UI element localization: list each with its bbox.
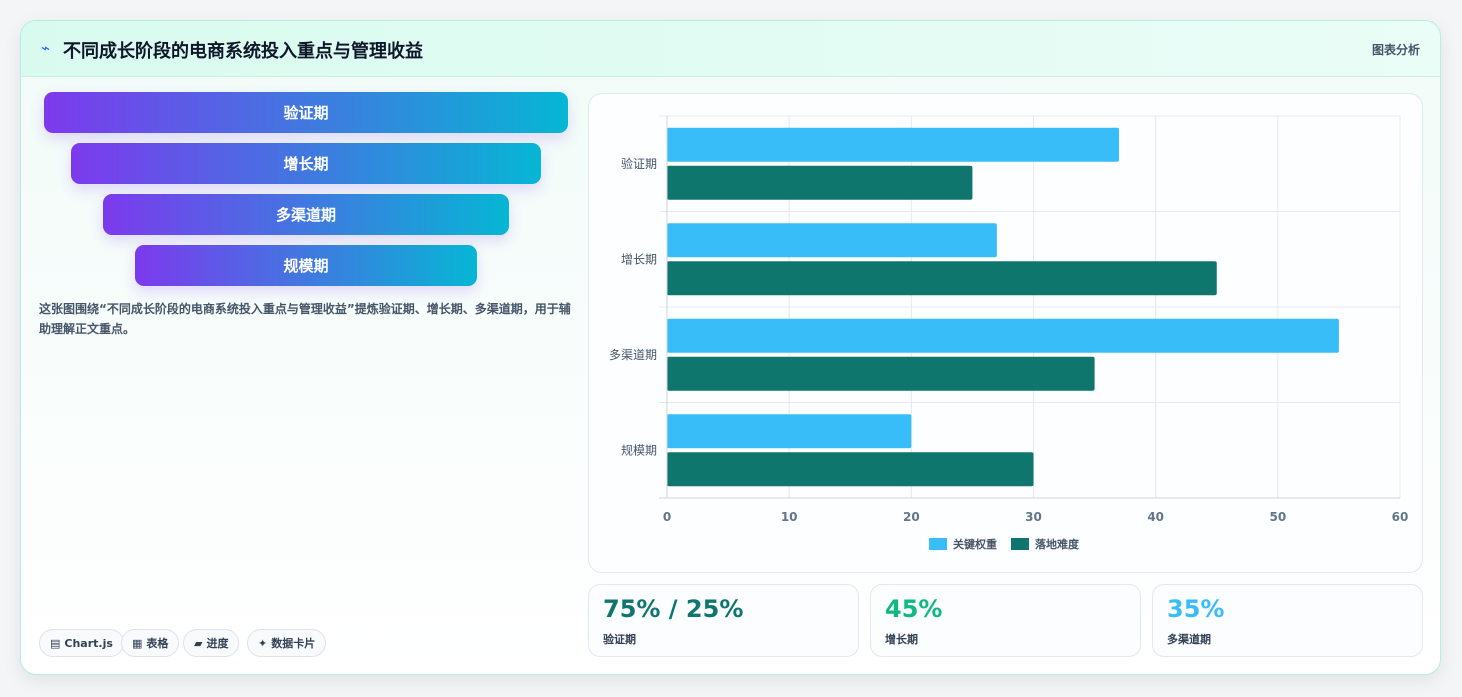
legend-label: 落地难度 [1035, 537, 1080, 551]
funnel-stage-4: 规模期 [135, 245, 477, 286]
card-header: ⌁ 不同成长阶段的电商系统投入重点与管理收益 图表分析 [21, 21, 1440, 77]
bar-difficulty [667, 452, 1034, 487]
bar-weight [667, 318, 1339, 353]
chart-panel: 0 10 20 30 40 50 60 验证期增长期多渠道期规模期关键权重 落地难度 [588, 93, 1423, 573]
table-icon: ▦ [132, 636, 143, 650]
stat-value: 35% [1167, 595, 1225, 623]
y-tick-label: 验证期 [621, 156, 657, 171]
stat-value: 45% [885, 595, 943, 623]
stat-card-2: 45% 增长期 [870, 584, 1141, 657]
x-tick-label: 30 [1025, 510, 1042, 524]
chart-icon: ▤ [50, 636, 61, 650]
funnel-stage-2: 增长期 [71, 143, 541, 184]
chart-card: ⌁ 不同成长阶段的电商系统投入重点与管理收益 图表分析 验证期 增长期 多渠道期… [20, 20, 1441, 675]
stat-value: 75% / 25% [603, 595, 744, 623]
pill-chartjs[interactable]: ▤ Chart.js [39, 629, 124, 657]
pill-datacard[interactable]: ✦ 数据卡片 [247, 629, 327, 657]
pill-table[interactable]: ▦ 表格 [121, 629, 180, 657]
legend-swatch [929, 538, 947, 550]
y-tick-label: 多渠道期 [609, 348, 657, 362]
y-tick-label: 增长期 [621, 252, 657, 266]
bar-difficulty [667, 356, 1095, 391]
stat-card-1: 75% / 25% 验证期 [588, 584, 859, 657]
bolt-icon: ⌁ [41, 39, 51, 57]
card-tag: 图表分析 [1371, 43, 1420, 57]
pill-label: 进度 [206, 637, 229, 650]
card-title: 不同成长阶段的电商系统投入重点与管理收益 [63, 41, 423, 62]
sparkle-icon: ✦ [258, 636, 268, 650]
x-tick-label: 10 [781, 510, 798, 524]
chart-description: 这张图围绕“不同成长阶段的电商系统投入重点与管理收益”提炼验证期、增长期、多渠道… [39, 302, 571, 336]
x-tick-label: 40 [1147, 510, 1164, 524]
stat-label: 验证期 [603, 633, 636, 646]
progress-icon: ▰ [194, 636, 203, 650]
x-tick-label: 0 [663, 510, 671, 524]
pill-progress[interactable]: ▰ 进度 [183, 629, 240, 657]
x-tick-label: 50 [1269, 510, 1286, 524]
stat-label: 增长期 [885, 633, 918, 646]
bar-weight [667, 414, 912, 449]
x-tick-label: 20 [903, 510, 920, 524]
stat-card-3: 35% 多渠道期 [1152, 584, 1423, 657]
bar-difficulty [667, 165, 973, 200]
pill-label: 数据卡片 [271, 637, 316, 650]
x-tick-label: 60 [1392, 510, 1409, 524]
funnel-stage-3: 多渠道期 [103, 194, 509, 235]
legend-swatch [1011, 538, 1029, 550]
pill-label: Chart.js [64, 636, 113, 650]
stat-label: 多渠道期 [1167, 633, 1211, 646]
funnel-stage-1: 验证期 [44, 92, 568, 133]
legend-label: 关键权重 [953, 537, 997, 551]
y-tick-label: 规模期 [621, 442, 657, 457]
bar-difficulty [667, 261, 1217, 296]
pill-label: 表格 [146, 637, 169, 650]
bar-weight [667, 223, 997, 258]
bar-weight [667, 127, 1120, 162]
